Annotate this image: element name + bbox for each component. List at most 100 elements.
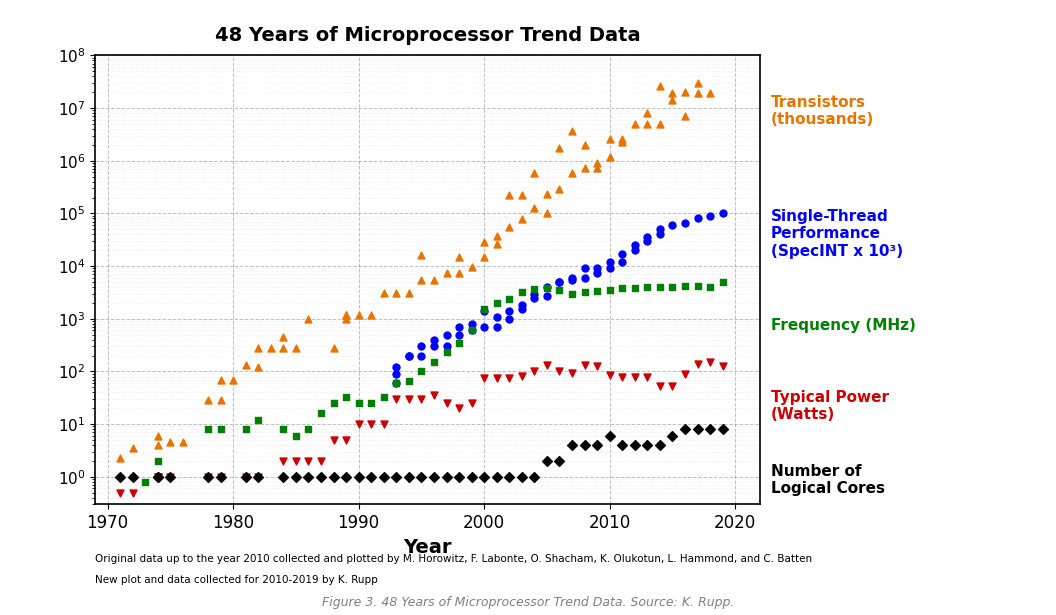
Point <box>287 456 304 466</box>
Point <box>488 472 505 482</box>
Point <box>313 472 329 482</box>
Point <box>275 424 291 434</box>
Point <box>475 472 492 482</box>
Point <box>639 119 656 129</box>
Point <box>714 277 731 287</box>
Text: Frequency (MHz): Frequency (MHz) <box>771 319 916 333</box>
Point <box>639 236 656 246</box>
Point <box>614 283 630 293</box>
Point <box>464 398 480 408</box>
Point <box>526 366 543 376</box>
Point <box>601 264 618 274</box>
Point <box>388 472 404 482</box>
Point <box>501 294 517 304</box>
Point <box>313 456 329 466</box>
Point <box>513 472 530 482</box>
Point <box>451 338 468 347</box>
Point <box>614 137 630 146</box>
Point <box>112 472 129 482</box>
Point <box>564 273 581 283</box>
Point <box>488 322 505 332</box>
Point <box>250 472 267 482</box>
Point <box>513 304 530 314</box>
Point <box>488 373 505 383</box>
Point <box>652 440 668 450</box>
Point <box>513 191 530 200</box>
Point <box>438 330 455 339</box>
Point <box>577 287 593 297</box>
Point <box>375 288 392 298</box>
Point <box>112 523 129 533</box>
Point <box>388 369 404 379</box>
Point <box>351 472 367 482</box>
Point <box>677 87 694 97</box>
Text: Original data up to the year 2010 collected and plotted by M. Horowitz, F. Labon: Original data up to the year 2010 collec… <box>95 554 812 563</box>
Point <box>212 395 229 405</box>
Point <box>652 282 668 292</box>
Point <box>539 284 555 293</box>
Point <box>363 419 380 429</box>
Point <box>551 367 568 376</box>
Point <box>149 472 166 482</box>
Point <box>690 78 706 88</box>
Point <box>551 277 568 287</box>
Point <box>564 275 581 285</box>
Point <box>400 351 417 360</box>
Point <box>426 357 442 367</box>
Point <box>300 424 317 434</box>
Point <box>149 472 166 482</box>
Point <box>601 431 618 441</box>
Point <box>174 437 191 447</box>
Point <box>413 472 430 482</box>
Point <box>539 282 555 292</box>
Point <box>300 314 317 323</box>
Point <box>200 472 216 482</box>
Point <box>451 322 468 332</box>
Point <box>626 245 643 255</box>
Point <box>238 424 254 434</box>
Point <box>664 431 681 441</box>
Point <box>125 488 142 498</box>
Point <box>701 424 718 434</box>
Point <box>626 373 643 383</box>
Point <box>539 360 555 370</box>
Point <box>438 268 455 277</box>
Point <box>464 472 480 482</box>
Point <box>162 472 178 482</box>
Point <box>262 343 279 353</box>
Point <box>375 392 392 402</box>
Point <box>388 362 404 372</box>
Point <box>200 395 216 405</box>
Point <box>200 472 216 482</box>
Point <box>413 275 430 285</box>
Point <box>250 415 267 425</box>
Point <box>125 472 142 482</box>
Point <box>338 310 355 320</box>
Point <box>464 325 480 335</box>
Point <box>564 440 581 450</box>
Point <box>413 394 430 404</box>
Point <box>577 273 593 283</box>
Point <box>551 143 568 153</box>
Point <box>287 431 304 441</box>
Point <box>426 341 442 351</box>
Point <box>451 330 468 339</box>
Point <box>149 440 166 450</box>
Point <box>287 343 304 353</box>
Point <box>464 319 480 329</box>
Point <box>400 288 417 298</box>
Point <box>162 472 178 482</box>
Point <box>588 287 605 296</box>
Point <box>388 378 404 388</box>
Point <box>438 472 455 482</box>
Point <box>588 440 605 450</box>
Point <box>125 443 142 453</box>
Point <box>375 472 392 482</box>
Point <box>577 163 593 173</box>
Point <box>475 322 492 332</box>
Point <box>588 163 605 173</box>
Point <box>250 472 267 482</box>
Point <box>639 282 656 292</box>
Point <box>513 215 530 224</box>
Point <box>488 312 505 322</box>
